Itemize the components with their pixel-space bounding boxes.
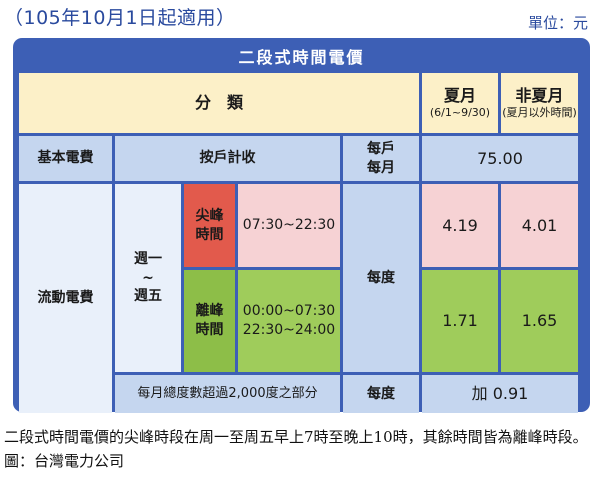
nonsummer-label: 非夏月 — [515, 85, 564, 105]
basic-fee-value: 75.00 — [422, 136, 578, 181]
peak-summer-rate: 4.19 — [422, 184, 498, 267]
basic-unit-line1: 每戶 — [367, 140, 395, 157]
excess-per-degree: 每度 — [343, 375, 419, 413]
offpeak-label-line1: 離峰 — [195, 303, 224, 320]
offpeak-nonsummer-rate: 1.65 — [501, 270, 578, 372]
nonsummer-range: (夏月以外時間) — [502, 106, 577, 120]
effective-date: （105年10月1日起適用） — [4, 7, 236, 29]
offpeak-label: 離峰 時間 — [184, 270, 235, 372]
nonsummer-header: 非夏月 (夏月以外時間) — [501, 73, 578, 133]
tariff-table: 分 類 夏月 (6/1~9/30) 非夏月 (夏月以外時間) 基本電費 按戶計收… — [19, 73, 584, 413]
offpeak-time: 00:00~07:30 22:30~24:00 — [238, 270, 340, 372]
peak-label: 尖峰 時間 — [184, 184, 235, 267]
summer-label: 夏月 — [443, 85, 476, 105]
category-header: 分 類 — [19, 73, 419, 133]
flow-per-degree: 每度 — [343, 184, 419, 372]
basic-unit-line2: 每月 — [367, 159, 395, 176]
peak-time: 07:30~22:30 — [238, 184, 340, 267]
excess-usage-label: 每月總度數超過2,000度之部分 — [115, 375, 340, 413]
excess-surcharge: 加 0.91 — [422, 375, 578, 413]
offpeak-label-line2: 時間 — [195, 322, 224, 338]
weekday-range: 週一 ~ 週五 — [115, 184, 181, 372]
weekday-tilde: ~ — [142, 269, 154, 286]
basic-fee-unit: 每戶 每月 — [343, 136, 419, 181]
offpeak-summer-rate: 1.71 — [422, 270, 498, 372]
peak-nonsummer-rate: 4.01 — [501, 184, 578, 267]
caption: 二段式時間電價的尖峰時段在周一至周五早上7時至晚上10時，其餘時間皆為離峰時段。… — [4, 428, 588, 470]
table-title: 二段式時間電價 — [238, 47, 365, 67]
offpeak-time1: 00:00~07:30 — [242, 303, 336, 320]
flow-fee-label: 流動電費 — [19, 184, 112, 413]
summer-range: (6/1~9/30) — [429, 106, 491, 120]
peak-label-line1: 尖峰 — [195, 207, 224, 224]
weekday-end: 週五 — [134, 288, 162, 305]
tariff-table-frame: 二段式時間電價 分 類 夏月 (6/1~9/30) 非夏月 (夏月以外時間) 基… — [13, 38, 590, 413]
basic-fee-method: 按戶計收 — [115, 136, 340, 181]
peak-label-line2: 時間 — [195, 226, 224, 243]
summer-header: 夏月 (6/1~9/30) — [422, 73, 498, 133]
weekday-start: 週一 — [134, 250, 162, 267]
unit-label: 單位：元 — [527, 14, 588, 32]
basic-fee-label: 基本電費 — [19, 136, 112, 181]
offpeak-time2: 22:30~24:00 — [242, 322, 336, 338]
